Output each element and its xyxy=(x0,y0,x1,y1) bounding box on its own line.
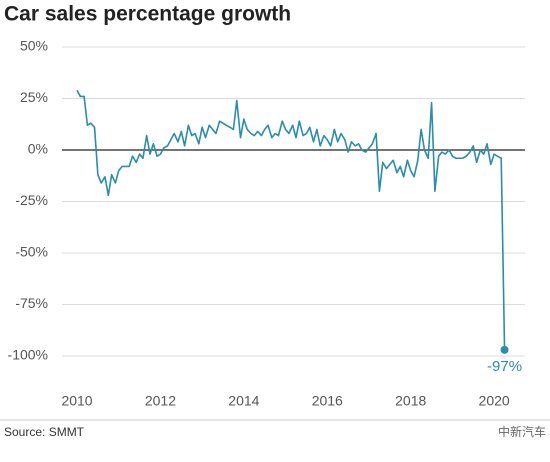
x-tick-label: 2020 xyxy=(479,393,510,409)
end-point xyxy=(500,345,509,354)
y-tick-label: -25% xyxy=(15,192,48,208)
chart-title: Car sales percentage growth xyxy=(4,3,291,26)
y-tick-label: -100% xyxy=(8,347,48,363)
y-tick-label: 0% xyxy=(28,141,48,157)
watermark: 中新汽车 xyxy=(498,424,546,439)
x-tick-label: 2012 xyxy=(145,393,176,409)
source: Source: SMMT xyxy=(4,425,85,439)
y-tick-label: -75% xyxy=(15,295,48,311)
annotation: -97% xyxy=(487,358,522,375)
y-tick-label: 50% xyxy=(20,38,48,54)
x-tick-label: 2014 xyxy=(228,393,259,409)
x-tick-label: 2016 xyxy=(312,393,343,409)
x-tick-label: 2018 xyxy=(395,393,426,409)
x-tick-label: 2010 xyxy=(61,393,92,409)
y-tick-label: -50% xyxy=(15,244,48,260)
line xyxy=(76,89,506,350)
y-tick-label: 25% xyxy=(20,89,48,105)
